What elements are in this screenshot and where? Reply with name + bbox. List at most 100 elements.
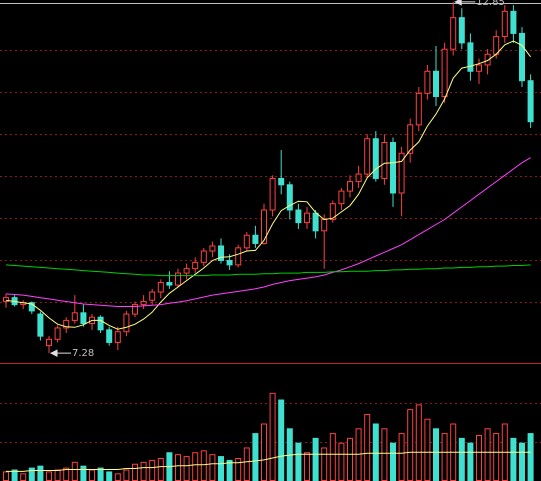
volume-bar <box>243 447 250 481</box>
candle-body <box>484 53 491 66</box>
candle-body <box>200 250 207 263</box>
volume-bar <box>261 423 267 481</box>
candle-body <box>355 173 362 183</box>
candle-body <box>226 259 233 266</box>
volume-bar <box>200 450 207 481</box>
volume-bar <box>476 435 482 481</box>
volume-bar <box>433 428 439 481</box>
candle-body <box>278 177 285 186</box>
volume-bar <box>218 456 224 481</box>
volume-bar <box>364 413 371 481</box>
candle-body <box>71 312 78 321</box>
candle-body <box>252 234 259 244</box>
price-grid <box>0 50 541 303</box>
volume-bar <box>312 437 319 481</box>
candle-body <box>218 245 224 261</box>
volume-bar <box>235 458 242 481</box>
moving-average-line <box>5 157 531 307</box>
volume-bar <box>347 437 353 481</box>
candle-body <box>398 152 405 194</box>
volume-bar <box>20 473 27 481</box>
volume-bar <box>106 471 113 481</box>
volume-bar <box>80 465 87 481</box>
candle-body <box>329 203 336 220</box>
candle-body <box>183 268 190 274</box>
candle-body <box>372 138 379 179</box>
volume-bar <box>278 399 285 481</box>
candle-body <box>364 138 371 175</box>
volume-bar <box>338 442 345 481</box>
candle-body <box>175 272 181 286</box>
volume-ma-line <box>6 451 531 472</box>
candle-body <box>286 184 293 211</box>
volume-bar <box>3 471 9 481</box>
candle-body <box>3 297 9 302</box>
volume-bar <box>183 456 190 481</box>
candle-body <box>209 245 216 252</box>
candle-body <box>28 302 35 312</box>
candle-body <box>441 48 448 97</box>
candle-body <box>415 92 422 126</box>
volume-bar <box>192 452 199 481</box>
candle-body <box>166 282 173 286</box>
candle-body <box>433 70 439 97</box>
candle-body <box>476 64 482 72</box>
candle-body <box>269 177 276 211</box>
candle-body <box>243 234 250 249</box>
volume-bar <box>424 418 431 481</box>
volume-bar <box>37 465 44 481</box>
candle-body <box>235 247 242 266</box>
candle-body <box>519 32 525 82</box>
volume-bar <box>46 471 52 481</box>
annotation-label: 12.85 <box>476 0 505 8</box>
candle-body <box>157 282 164 293</box>
annotation-label: 7.28 <box>72 348 94 359</box>
candle-body <box>424 70 431 94</box>
volume-bar <box>398 433 405 481</box>
candle-body <box>467 42 474 72</box>
volume-bar <box>493 433 500 481</box>
candle-body <box>123 313 130 333</box>
volume-bar <box>329 433 336 481</box>
candle-body <box>114 331 121 343</box>
candle-body <box>192 261 199 270</box>
candle-body <box>37 313 44 337</box>
volume-bar <box>89 469 95 481</box>
candle-body <box>261 209 267 244</box>
volume-bar <box>441 433 448 481</box>
volume-bar <box>372 423 379 481</box>
volume-bar <box>71 461 78 481</box>
candle-body <box>295 209 302 224</box>
candle-body <box>54 327 61 340</box>
candle-body <box>510 10 517 34</box>
volume-bar <box>381 428 388 481</box>
volume-bar <box>527 433 534 481</box>
volume-bar <box>458 437 465 481</box>
volume-bar <box>321 447 328 481</box>
volume-bar <box>484 428 491 481</box>
volume-bar <box>407 409 414 481</box>
candle-body <box>347 181 353 192</box>
candle-body <box>527 80 534 123</box>
volume-bar <box>132 463 138 481</box>
candle-body <box>80 312 87 325</box>
candle-body <box>407 124 414 154</box>
volume-bar <box>519 442 525 481</box>
volume-bar <box>140 461 147 481</box>
candle-body <box>312 212 319 232</box>
candle-body <box>149 291 156 301</box>
candle-body <box>381 142 388 179</box>
candle-body <box>321 218 328 232</box>
volume-bar <box>149 459 156 481</box>
candle-body <box>106 329 113 343</box>
volume-bar <box>269 392 276 481</box>
volume-bar <box>175 454 181 481</box>
candle-body <box>338 190 345 205</box>
volume-bar <box>467 442 474 481</box>
volume-bar <box>54 469 61 481</box>
volume-bar <box>295 442 302 481</box>
volume-bar <box>415 404 422 481</box>
candle-body <box>97 316 104 331</box>
volume-bar <box>252 433 259 481</box>
